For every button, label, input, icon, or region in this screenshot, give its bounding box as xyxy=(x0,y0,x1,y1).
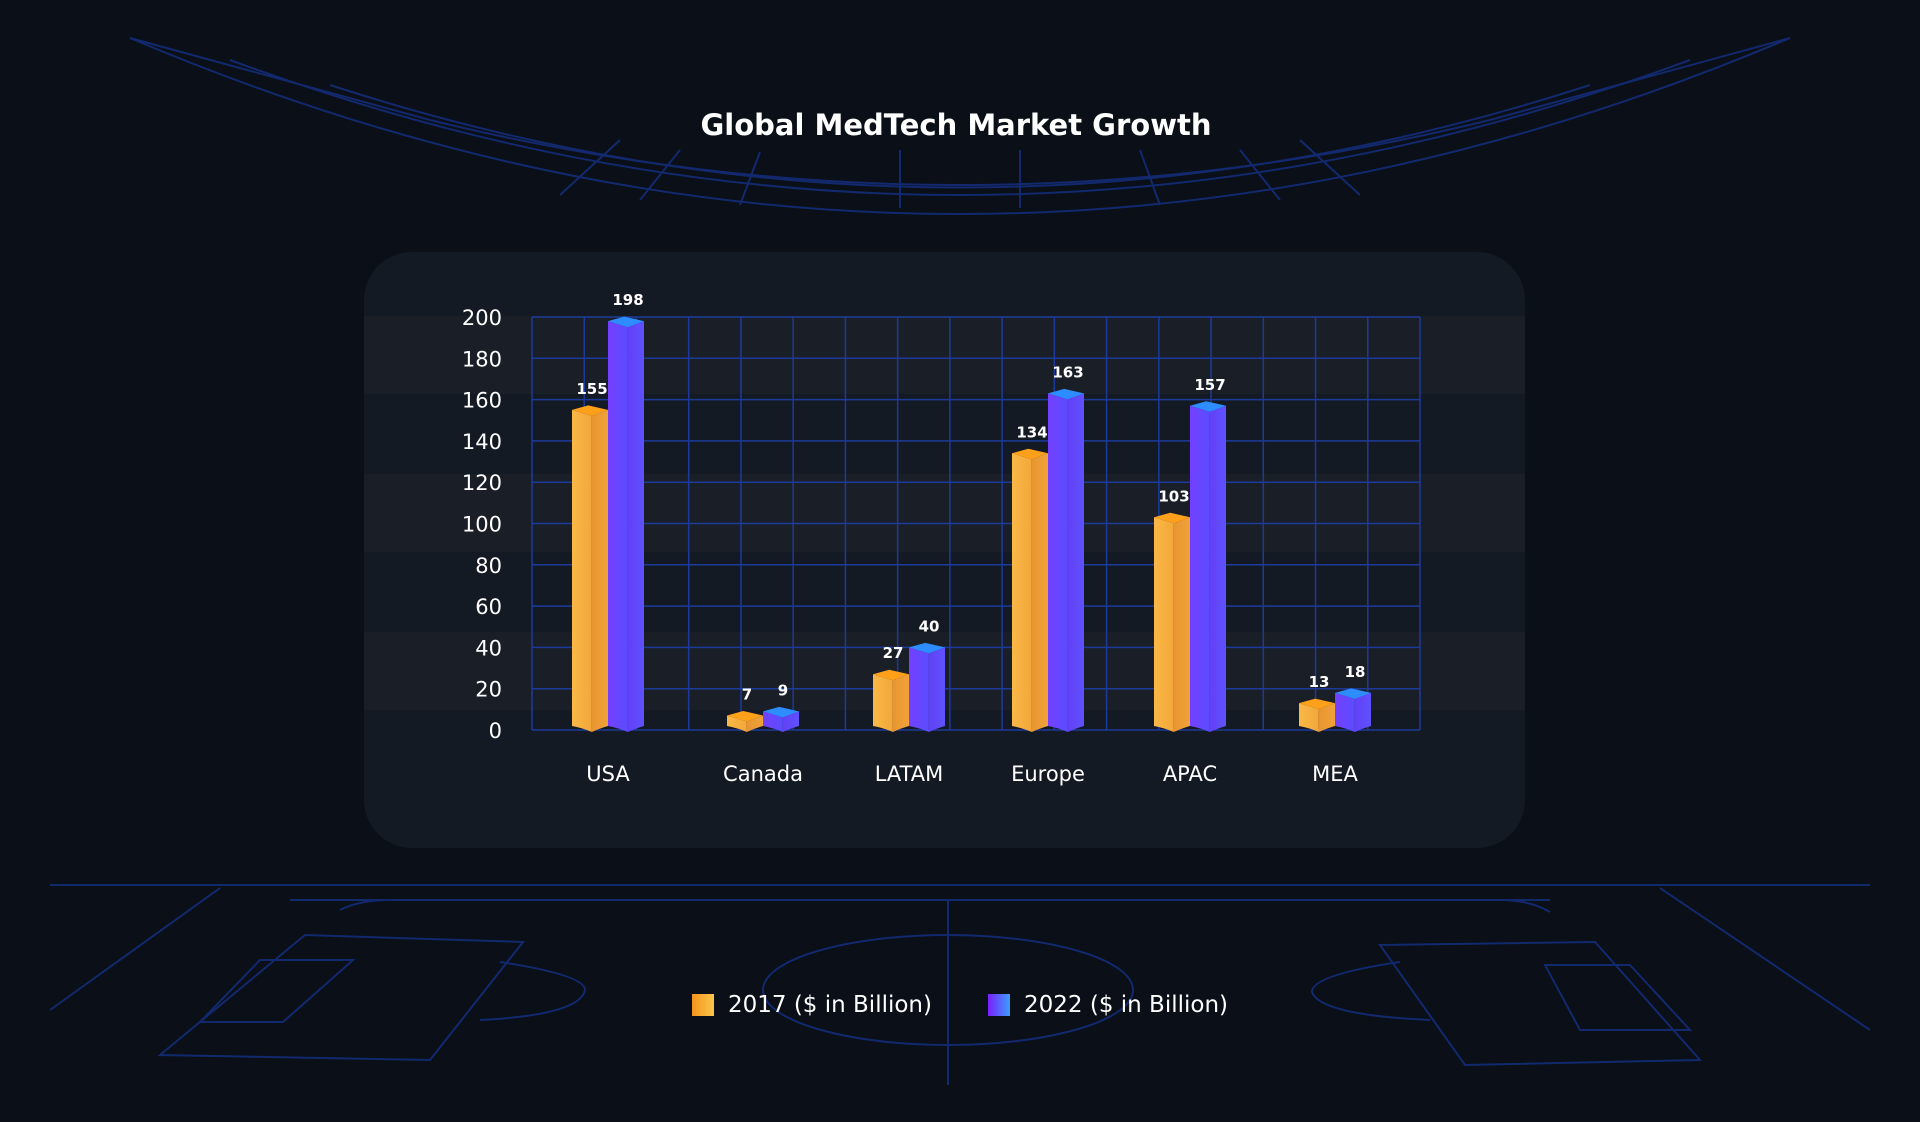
y-tick-label: 140 xyxy=(462,430,502,454)
y-tick-label: 80 xyxy=(475,554,502,578)
bar-face xyxy=(1335,692,1355,732)
y-tick-label: 100 xyxy=(462,513,502,537)
data-label: 40 xyxy=(919,617,940,635)
bar-top xyxy=(1012,448,1048,460)
data-label: 134 xyxy=(1016,423,1047,441)
bar-side xyxy=(1173,517,1190,732)
legend-item-2022[interactable]: 2022 ($ in Billion) xyxy=(988,992,1228,1018)
bar-top xyxy=(763,706,799,718)
data-label: 157 xyxy=(1194,376,1225,394)
x-tick-label: MEA xyxy=(1312,762,1358,786)
bar-2022-usa xyxy=(608,316,644,732)
panel-band xyxy=(364,316,1525,394)
y-tick-label: 180 xyxy=(462,347,502,371)
bar-side xyxy=(1318,703,1335,732)
chart-panel xyxy=(364,252,1525,848)
bar-face xyxy=(1012,453,1032,732)
y-tick-label: 20 xyxy=(475,678,502,702)
bar-top xyxy=(1335,688,1371,699)
legend-swatch-2017 xyxy=(691,994,714,1016)
x-tick-label: Canada xyxy=(723,762,803,786)
bar-2022-europe xyxy=(1048,388,1084,732)
x-tick-label: APAC xyxy=(1163,762,1217,786)
bar-2022-apac xyxy=(1190,401,1226,732)
bar-top xyxy=(608,316,644,328)
bar-face xyxy=(1154,517,1174,732)
bar-face xyxy=(909,647,929,732)
y-tick-label: 200 xyxy=(462,306,502,330)
bar-2022-mea xyxy=(1335,688,1371,732)
bar-2017-mea xyxy=(1299,698,1335,732)
x-tick-label: Europe xyxy=(1011,762,1085,786)
data-label: 163 xyxy=(1052,363,1083,381)
y-tick-label: 60 xyxy=(475,595,502,619)
bar-2017-canada xyxy=(727,711,763,732)
bar-2022-latam xyxy=(909,642,945,732)
legend-item-2017[interactable]: 2017 ($ in Billion) xyxy=(691,992,932,1018)
legend-label-2022: 2022 ($ in Billion) xyxy=(1024,992,1229,1018)
bar-face xyxy=(572,409,592,732)
bar-top xyxy=(1154,512,1190,524)
data-label: 7 xyxy=(742,686,752,704)
bar-side xyxy=(591,409,608,732)
bar-face xyxy=(1190,405,1210,732)
y-axis: 0 20 40 60 80 100 120 140 160 180 200 xyxy=(462,306,502,743)
y-tick-label: 40 xyxy=(475,636,502,660)
bar-face xyxy=(1299,703,1319,732)
x-tick-label: USA xyxy=(586,762,630,786)
grid xyxy=(531,316,1421,731)
bar-side xyxy=(746,715,763,732)
bar-2022-canada xyxy=(763,706,799,732)
bar-top xyxy=(909,642,945,654)
bar-face xyxy=(1048,393,1068,732)
data-label: 103 xyxy=(1158,487,1189,505)
bar-top xyxy=(727,711,763,722)
x-tick-label: LATAM xyxy=(875,762,944,786)
bar-side xyxy=(627,321,644,732)
x-axis: USA Canada LATAM Europe APAC MEA xyxy=(586,762,1358,786)
data-label: 18 xyxy=(1345,663,1366,681)
bar-top xyxy=(1190,401,1226,412)
bar-face xyxy=(727,715,747,732)
data-label: 27 xyxy=(883,644,904,662)
bar-2017-europe xyxy=(1012,448,1048,732)
chart-title: Global MedTech Market Growth xyxy=(700,108,1212,142)
bars xyxy=(572,316,1371,732)
bar-side xyxy=(892,674,909,732)
bar-side xyxy=(782,711,799,732)
bar-side xyxy=(1067,393,1084,732)
bar-2017-usa xyxy=(572,405,608,732)
bar-top xyxy=(873,669,909,681)
data-label: 9 xyxy=(778,681,788,699)
bar-side xyxy=(1031,453,1048,732)
bar-side xyxy=(1209,405,1226,732)
bar-side xyxy=(1354,692,1371,732)
legend-label-2017: 2017 ($ in Billion) xyxy=(727,992,932,1018)
data-label: 13 xyxy=(1309,673,1330,691)
bar-face xyxy=(873,674,893,732)
bar-face xyxy=(608,321,628,732)
panel-band xyxy=(364,474,1525,552)
bar-top xyxy=(1299,698,1335,710)
bar-face xyxy=(763,711,783,732)
bar-2017-apac xyxy=(1154,512,1190,732)
legend: 2017 ($ in Billion) 2022 ($ in Billion) xyxy=(0,992,1920,1018)
bar-side xyxy=(928,647,945,732)
y-tick-label: 160 xyxy=(462,389,502,413)
data-labels: 155 198 7 9 27 40 134 163 103 157 13 18 xyxy=(576,291,1365,703)
bar-2017-latam xyxy=(873,669,909,732)
y-tick-label: 0 xyxy=(489,719,502,743)
data-label: 198 xyxy=(612,291,643,309)
bar-top xyxy=(572,405,608,416)
bar-top xyxy=(1048,388,1084,400)
data-label: 155 xyxy=(576,380,607,398)
y-tick-label: 120 xyxy=(462,471,502,495)
legend-swatch-2022 xyxy=(988,994,1010,1016)
